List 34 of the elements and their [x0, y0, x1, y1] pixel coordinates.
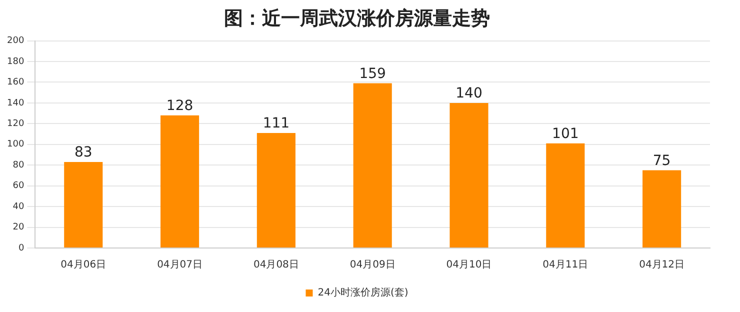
x-tick-label: 04月12日: [639, 260, 685, 271]
x-tick-label: 04月09日: [350, 260, 396, 271]
legend-label: 24小时涨价房源(套): [318, 286, 408, 299]
data-label: 140: [456, 86, 482, 102]
y-tick-label: 0: [18, 243, 24, 254]
data-label: 101: [552, 126, 579, 142]
x-tick-label: 04月10日: [446, 260, 492, 271]
bar: [256, 133, 296, 248]
bar: [353, 83, 392, 248]
y-tick-label: 180: [6, 56, 24, 67]
y-tick-label: 20: [12, 222, 24, 233]
data-label: 111: [262, 116, 290, 132]
x-tick-label: 04月08日: [253, 260, 299, 271]
x-tick-label: 04月07日: [157, 260, 203, 271]
bar: [642, 170, 682, 248]
data-label: 75: [652, 152, 671, 169]
chart-title: 图：近一周武汉涨价房源量走势: [224, 7, 490, 30]
data-label: 159: [359, 66, 386, 82]
bar: [160, 115, 200, 248]
y-tick-label: 60: [12, 181, 24, 192]
y-tick-label: 140: [6, 98, 24, 108]
y-tick-label: 100: [6, 140, 24, 150]
x-tick-label: 04月06日: [60, 260, 106, 271]
bar: [546, 143, 585, 248]
x-tick-label: 04月11日: [542, 260, 588, 271]
y-tick-label: 160: [6, 78, 24, 88]
bar: [64, 162, 103, 248]
y-tick-label: 40: [12, 202, 24, 212]
data-label: 83: [74, 144, 92, 161]
y-tick-label: 80: [12, 160, 24, 170]
y-tick-label: 120: [6, 119, 24, 130]
bar: [450, 102, 488, 248]
data-label: 128: [166, 98, 194, 114]
y-tick-label: 200: [6, 36, 24, 46]
